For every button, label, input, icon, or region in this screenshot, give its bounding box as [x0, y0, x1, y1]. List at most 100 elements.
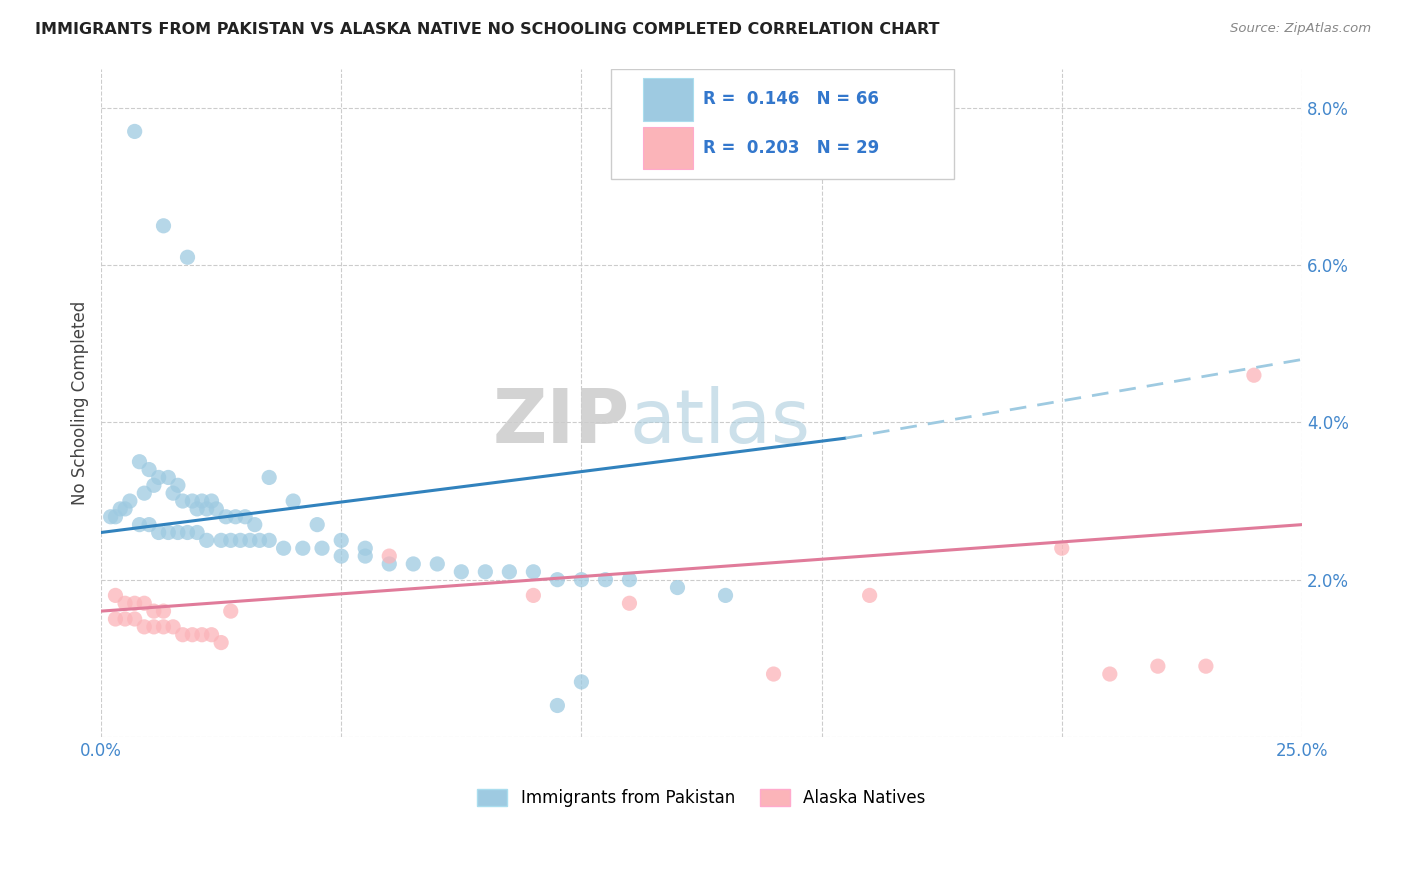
Point: [148, 525, 170, 540]
Point: [243, 517, 266, 532]
Point: [1195, 659, 1218, 673]
Point: [219, 533, 242, 548]
Point: [195, 533, 218, 548]
Point: [186, 502, 208, 516]
Point: [114, 612, 136, 626]
Point: [354, 549, 377, 563]
FancyBboxPatch shape: [643, 127, 693, 169]
Point: [546, 698, 568, 713]
Point: [191, 494, 214, 508]
Point: [157, 525, 180, 540]
Point: [181, 494, 204, 508]
Point: [200, 628, 222, 642]
Point: [249, 533, 271, 548]
Point: [124, 612, 146, 626]
Point: [157, 470, 180, 484]
Point: [134, 596, 156, 610]
Point: [124, 124, 146, 138]
Point: [191, 628, 214, 642]
Point: [209, 635, 232, 649]
Point: [571, 674, 593, 689]
Point: [167, 478, 190, 492]
Point: [215, 509, 238, 524]
Point: [219, 604, 242, 618]
Point: [181, 628, 204, 642]
Point: [172, 628, 194, 642]
Point: [124, 596, 146, 610]
Point: [307, 517, 329, 532]
FancyBboxPatch shape: [612, 69, 953, 178]
Point: [311, 541, 333, 556]
Point: [291, 541, 314, 556]
Point: [209, 533, 232, 548]
Point: [378, 549, 401, 563]
Point: [186, 525, 208, 540]
Point: [104, 509, 127, 524]
Y-axis label: No Schooling Completed: No Schooling Completed: [72, 301, 89, 505]
Point: [138, 462, 160, 476]
Point: [378, 557, 401, 571]
Point: [257, 470, 280, 484]
Point: [128, 455, 150, 469]
Point: [233, 509, 256, 524]
Text: R =  0.203   N = 29: R = 0.203 N = 29: [703, 139, 879, 157]
Point: [148, 470, 170, 484]
Text: R =  0.146   N = 66: R = 0.146 N = 66: [703, 90, 879, 109]
Point: [1050, 541, 1073, 556]
Point: [152, 219, 174, 233]
Legend: Immigrants from Pakistan, Alaska Natives: Immigrants from Pakistan, Alaska Natives: [471, 782, 932, 814]
Point: [142, 620, 165, 634]
Point: [762, 667, 785, 681]
Point: [498, 565, 520, 579]
Point: [176, 525, 198, 540]
Point: [152, 604, 174, 618]
Point: [426, 557, 449, 571]
Point: [619, 573, 641, 587]
Point: [205, 502, 228, 516]
Point: [195, 502, 218, 516]
Point: [619, 596, 641, 610]
Point: [162, 620, 184, 634]
Point: [330, 533, 353, 548]
Point: [162, 486, 184, 500]
Point: [571, 573, 593, 587]
Text: IMMIGRANTS FROM PAKISTAN VS ALASKA NATIVE NO SCHOOLING COMPLETED CORRELATION CHA: IMMIGRANTS FROM PAKISTAN VS ALASKA NATIV…: [35, 22, 939, 37]
Point: [229, 533, 252, 548]
Point: [714, 588, 737, 602]
Point: [354, 541, 377, 556]
Point: [225, 509, 247, 524]
Point: [522, 565, 544, 579]
Point: [239, 533, 262, 548]
Point: [1098, 667, 1121, 681]
Point: [114, 596, 136, 610]
Point: [666, 581, 689, 595]
Point: [134, 620, 156, 634]
Point: [522, 588, 544, 602]
Point: [138, 517, 160, 532]
Point: [200, 494, 222, 508]
Point: [104, 612, 127, 626]
Point: [1243, 368, 1265, 383]
Point: [474, 565, 496, 579]
Point: [402, 557, 425, 571]
Point: [176, 250, 198, 264]
Point: [104, 588, 127, 602]
Point: [134, 486, 156, 500]
Point: [114, 502, 136, 516]
Point: [859, 588, 882, 602]
Text: atlas: atlas: [630, 386, 810, 459]
Point: [330, 549, 353, 563]
Point: [546, 573, 568, 587]
Text: ZIP: ZIP: [492, 386, 630, 459]
Point: [118, 494, 141, 508]
Point: [257, 533, 280, 548]
Point: [450, 565, 472, 579]
Point: [283, 494, 305, 508]
Point: [595, 573, 617, 587]
FancyBboxPatch shape: [643, 78, 693, 120]
Point: [142, 604, 165, 618]
Point: [1147, 659, 1170, 673]
Point: [152, 620, 174, 634]
Point: [100, 509, 122, 524]
Point: [273, 541, 295, 556]
